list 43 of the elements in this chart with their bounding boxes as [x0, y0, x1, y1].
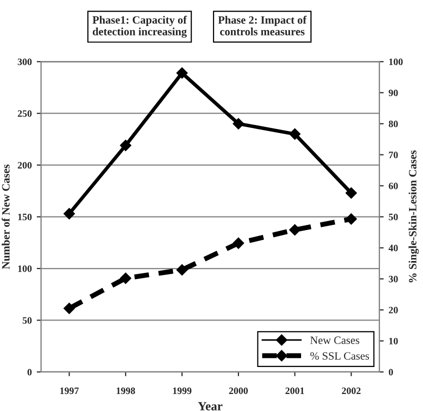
point [232, 238, 244, 249]
y-tick-label: 250 [18, 110, 32, 117]
y2-tick-label: 60 [388, 182, 398, 190]
point [289, 128, 300, 140]
text: Phase1: Capacity of detection increasing [92, 16, 187, 38]
point [346, 213, 357, 225]
y2-tick-label: 50 [388, 214, 398, 220]
y2-tick-label: 70 [389, 152, 398, 158]
x-tick-label: 2001 [286, 388, 304, 394]
point [64, 302, 75, 314]
y2-tick-label: 30 [388, 276, 398, 282]
x-tick-label: 2002 [342, 388, 361, 394]
y-tick-label: 50 [22, 317, 32, 324]
x-tick-label: 2000 [229, 388, 248, 394]
x-tick-label: 1997 [60, 388, 79, 394]
y-tick-label: 0 [28, 368, 32, 376]
text: Phase 2: Impact of controls measures [218, 16, 307, 36]
y-tick-label: 300 [18, 58, 32, 66]
y2-tick-label: 40 [388, 244, 398, 252]
y-tick-label: 100 [18, 265, 32, 272]
point [120, 272, 132, 284]
point [64, 208, 75, 220]
legend-label: % SSL Cases [310, 352, 370, 360]
y2-tick-label: 100 [389, 58, 403, 66]
y2-tick-label: 10 [389, 338, 398, 344]
y2-tick-label: 90 [388, 90, 398, 96]
point [176, 67, 188, 79]
point [176, 264, 188, 276]
point [346, 187, 357, 199]
point [120, 140, 132, 152]
y-tick-label: 150 [18, 214, 32, 220]
y2-tick-label: 0 [388, 368, 393, 376]
point [289, 224, 300, 236]
y2-axis-title: % Single-Skin-Lesion Cases [408, 150, 419, 282]
y2-tick-label: 80 [388, 120, 398, 128]
y-axis-title: Number of New Cases [2, 164, 10, 270]
x-axis-title: Year [198, 402, 222, 410]
y2-tick-label: 20 [388, 306, 398, 314]
point [232, 118, 244, 130]
y-tick-label: 200 [18, 162, 32, 169]
x-tick-label: 1998 [116, 388, 136, 394]
x-tick-label: 1999 [173, 388, 192, 394]
legend-label: New Cases [310, 336, 360, 344]
